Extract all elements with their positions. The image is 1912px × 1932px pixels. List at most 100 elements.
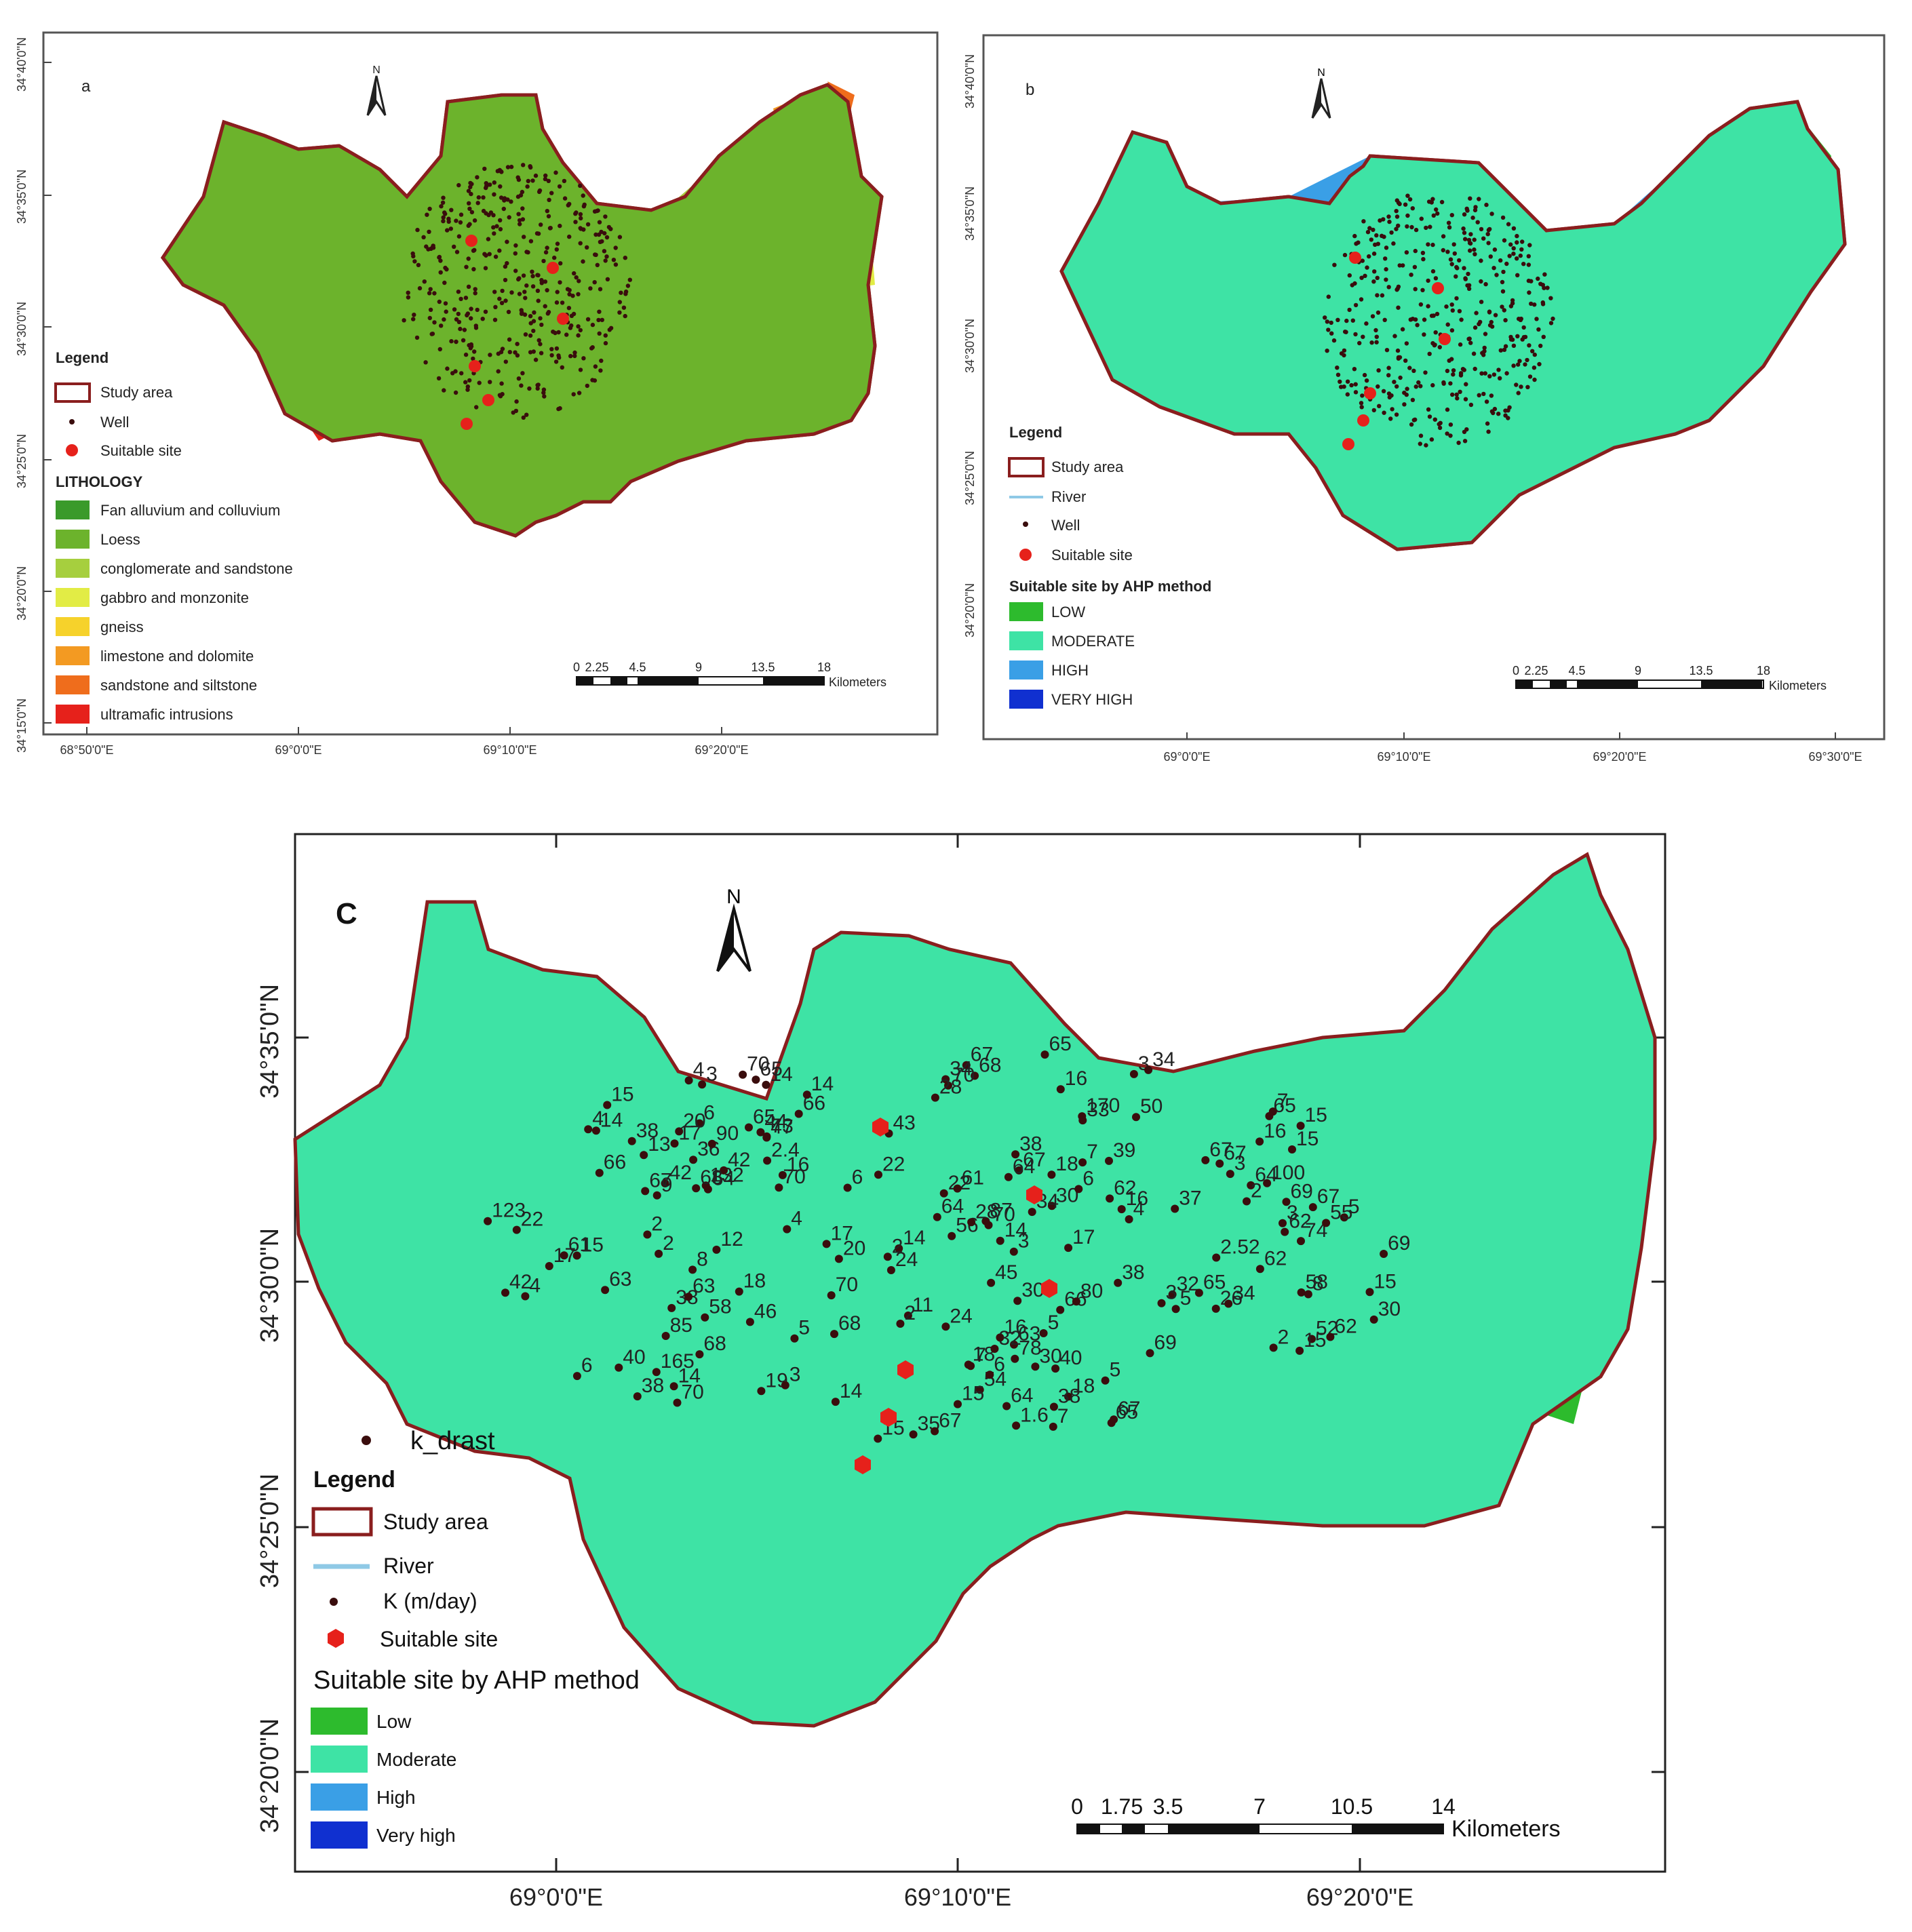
- well-point: [1427, 351, 1432, 356]
- k-point: 14: [895, 1227, 926, 1253]
- well-point: [621, 305, 627, 310]
- svg-text:34°25'0"N: 34°25'0"N: [256, 1474, 284, 1588]
- well-point: [1376, 368, 1381, 373]
- k-point: 58: [701, 1296, 732, 1322]
- k-point-dot: [1365, 1288, 1374, 1297]
- well-point: [1458, 342, 1463, 347]
- k-point-dot: [996, 1236, 1004, 1245]
- well-point: [573, 220, 578, 224]
- well-point: [421, 235, 426, 239]
- k-point-label: 28: [939, 1076, 962, 1099]
- well-point: [530, 269, 534, 274]
- k-point-label: 15: [1305, 1104, 1327, 1126]
- k-point: 80: [1072, 1280, 1103, 1306]
- k-point: 45: [987, 1261, 1017, 1287]
- well-point: [412, 259, 417, 264]
- well-point: [505, 261, 509, 266]
- well-point: [524, 412, 529, 417]
- k-point-label: 64: [1011, 1385, 1033, 1407]
- well-point: [1432, 417, 1437, 422]
- k-point: 24: [941, 1305, 973, 1331]
- well-point: [456, 311, 461, 317]
- k-point: 165: [652, 1350, 695, 1377]
- well-point: [533, 357, 539, 362]
- k-point-dot: [1074, 1185, 1083, 1194]
- well-point: [469, 191, 473, 197]
- well-point: [572, 271, 577, 276]
- k-point-dot: [886, 1266, 895, 1274]
- well-point: [522, 235, 526, 239]
- well-point: [497, 393, 503, 397]
- k-point-dot: [1326, 1333, 1335, 1341]
- well-point: [623, 313, 627, 319]
- well-point: [1468, 196, 1472, 201]
- panel-a-map: 34°40'0"N 34°35'0"N 34°30'0"N 34°25'0"N …: [15, 31, 939, 757]
- well-point: [1516, 362, 1521, 367]
- well-point: [1530, 349, 1535, 353]
- k-point-label: 14: [678, 1364, 701, 1387]
- well-point: [517, 218, 522, 223]
- well-point: [468, 180, 473, 186]
- lat-label: 34°15'0"N: [15, 698, 28, 753]
- well-point: [1409, 224, 1414, 230]
- k-point-dot: [643, 1230, 652, 1239]
- well-point: [595, 262, 600, 267]
- well-point: [1451, 242, 1456, 247]
- well-point: [1526, 262, 1531, 267]
- well-point: [1457, 309, 1462, 313]
- k-point-dot: [903, 1312, 912, 1320]
- k-point-label: 7: [1057, 1405, 1069, 1427]
- ahp-swatch: [311, 1821, 368, 1849]
- well-point: [1482, 345, 1487, 351]
- well-point: [520, 371, 525, 376]
- well-point: [498, 218, 503, 222]
- k-point: 61: [560, 1234, 591, 1260]
- k-point-dot: [1031, 1362, 1040, 1371]
- k-point-label: 15: [611, 1084, 633, 1106]
- well-point: [623, 256, 627, 260]
- well-point: [1407, 197, 1413, 202]
- well-point: [458, 220, 463, 225]
- k-point-dot: [953, 1184, 962, 1193]
- lat-label: 34°20'0"N: [15, 566, 28, 620]
- k-point-label: 38: [1122, 1261, 1144, 1284]
- k-point: 67: [1201, 1139, 1232, 1164]
- k-point-label: 15: [1304, 1329, 1326, 1352]
- well-point: [1390, 407, 1394, 412]
- well-point: [1491, 410, 1496, 416]
- k-point: 14: [762, 1063, 793, 1089]
- k-point: 40: [614, 1346, 646, 1372]
- k-point: 3: [698, 1063, 718, 1089]
- ahp-label: Very high: [376, 1825, 456, 1846]
- svg-text:34°20'0"N: 34°20'0"N: [256, 1718, 284, 1833]
- k-point-label: 2: [651, 1213, 663, 1236]
- well-point: [1537, 361, 1542, 367]
- well-point: [536, 382, 541, 387]
- k-point: 15: [572, 1234, 604, 1260]
- ahp-label: Moderate: [376, 1749, 456, 1770]
- well-point: [481, 195, 486, 200]
- k-point: 70: [673, 1381, 704, 1407]
- well-point: [1449, 213, 1454, 218]
- well-point: [1397, 355, 1403, 360]
- well-point: [1472, 208, 1478, 213]
- well-point: [488, 353, 492, 357]
- svg-text:K (m/day): K (m/day): [383, 1589, 477, 1613]
- well-point: [1429, 437, 1435, 442]
- well-point: [466, 256, 471, 261]
- well-point: [483, 309, 488, 314]
- lithology-title: LITHOLOGY: [56, 473, 143, 490]
- k-point: 50: [1132, 1095, 1163, 1122]
- k-point-label: 7: [975, 1344, 986, 1366]
- well-point: [1339, 351, 1344, 356]
- well-point: [487, 252, 492, 256]
- well-point: [1511, 226, 1517, 231]
- well-point: [1353, 302, 1359, 308]
- well-point: [578, 226, 583, 231]
- well-point: [456, 234, 462, 239]
- well-point: [1489, 212, 1494, 216]
- well-point: [493, 254, 499, 259]
- well-point: [1449, 357, 1454, 361]
- k-point: 90: [707, 1122, 739, 1148]
